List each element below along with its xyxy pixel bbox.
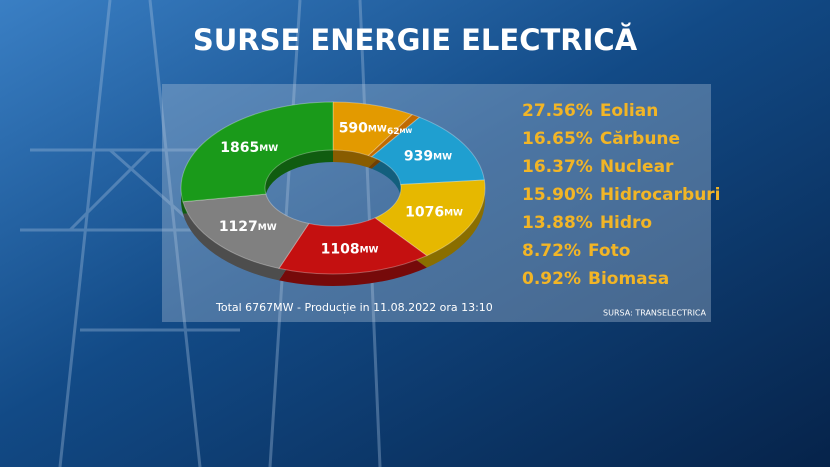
legend-entry: 8.72% Foto [522, 241, 630, 261]
title: SURSE ENERGIE ELECTRICĂ [193, 23, 638, 57]
footnote: Total 6767MW - Producție in 11.08.2022 o… [215, 301, 493, 314]
legend-share: 16.65% [522, 129, 593, 149]
legend-entry: 27.56% Eolian [522, 101, 658, 121]
value-label: 1865MW [220, 140, 278, 156]
slice [373, 179, 486, 257]
source: SURSA: TRANSELECTRICA [603, 309, 706, 318]
legend-name: Hidro [600, 213, 652, 233]
value-label: 1108MW [321, 241, 379, 257]
slice [180, 101, 334, 203]
legend-entry: 13.88% Hidro [522, 213, 652, 233]
legend-share: 16.37% [522, 157, 593, 177]
slice [332, 101, 414, 157]
value-label: 1127MW [219, 219, 277, 235]
legend-name: Eolian [600, 101, 659, 121]
slice [370, 116, 485, 185]
legend-name: Foto [588, 241, 630, 261]
legend-share: 0.92% [522, 269, 581, 289]
legend-entry: 16.65% Cărbune [522, 129, 680, 149]
slice [278, 217, 428, 275]
value-label: 62MW [387, 126, 413, 136]
legend-share: 13.88% [522, 213, 593, 233]
legend-entry: 15.90% Hidrocarburi [522, 185, 721, 205]
value-label: 1076MW [405, 204, 463, 220]
slice [367, 114, 421, 158]
legend-entry: 16.37% Nuclear [522, 157, 674, 177]
donut: 590MW 62MW 939MW 1076MW 1108MW 1127MW 1865MW [180, 101, 486, 286]
legend-name: Biomasa [588, 269, 669, 289]
legend-entry: 0.92% Biomasa [522, 269, 669, 289]
value-label: 590MW [339, 120, 387, 136]
legend-share: 15.90% [522, 185, 593, 205]
value-label: 939MW [404, 149, 452, 165]
legend-name: Cărbune [600, 129, 680, 149]
slice [182, 193, 310, 269]
legend-name: Hidrocarburi [600, 185, 721, 205]
legend-share: 8.72% [522, 241, 581, 261]
legend: 27.56% Eolian 16.65% Cărbune 16.37% Nuclear 15… [522, 101, 721, 289]
legend-share: 27.56% [522, 101, 593, 121]
legend-name: Nuclear [600, 157, 674, 177]
